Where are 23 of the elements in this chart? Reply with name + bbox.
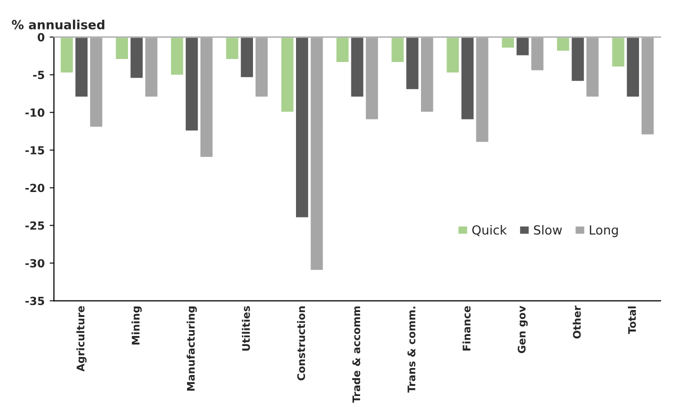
x-tick-label: Agriculture	[76, 306, 87, 372]
x-tick-label: Other	[572, 306, 581, 339]
x-tick-label: Finance	[462, 306, 471, 350]
x-tick-label: Trans & comm.	[408, 306, 416, 393]
x-tick-label: Construction	[297, 306, 306, 380]
y-axis-title: % annualised	[12, 20, 104, 30]
legend-label: Long	[590, 225, 618, 238]
y-tick-label: -15	[25, 146, 44, 154]
y-tick-label: -30	[25, 259, 44, 268]
legend-label: Quick	[472, 224, 507, 236]
y-tick-label: 0	[38, 33, 44, 42]
y-tick-label: -25	[25, 221, 44, 230]
x-tick-label: Utilities	[242, 306, 250, 351]
x-tick-label: Gen gov	[518, 306, 528, 354]
x-tick-label: Mining	[132, 306, 142, 344]
y-tick-label: -5	[33, 70, 44, 80]
y-tick-label: -20	[25, 184, 44, 192]
y-tick-label: -35	[25, 296, 44, 306]
y-tick-label: -10	[25, 108, 44, 117]
x-tick-label: Total	[628, 306, 636, 334]
legend-label: Slow	[534, 224, 562, 235]
x-tick-label: Trade & accomm	[352, 306, 360, 403]
x-tick-label: Manufacturing	[186, 306, 197, 391]
